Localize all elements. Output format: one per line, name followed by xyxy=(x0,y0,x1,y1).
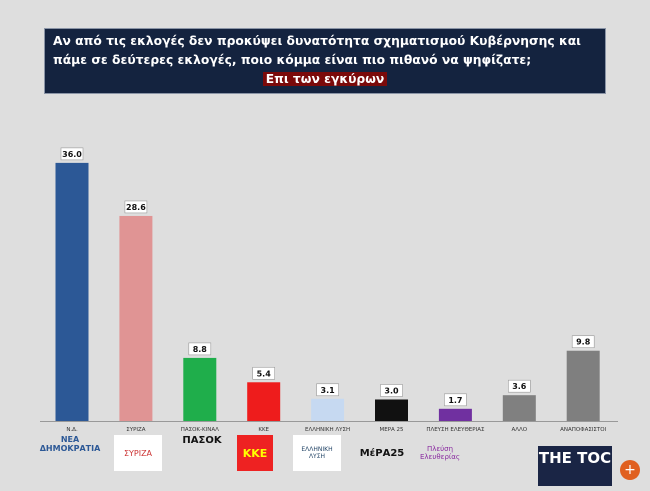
data-label-box xyxy=(252,366,275,380)
logo-pasok: ΠΑΣΟΚ xyxy=(172,435,232,446)
bar xyxy=(566,350,600,421)
data-label-box xyxy=(444,393,467,407)
logo-kke: ΚΚΕ xyxy=(237,435,273,471)
logo-nd: ΝΕΑ ΔΗΜΟΚΡΑΤΙΑ xyxy=(39,435,101,453)
data-label: 3.0 xyxy=(384,386,399,395)
data-label-box xyxy=(60,147,84,161)
data-label-box xyxy=(316,383,339,397)
chart-subtitle: Επι των εγκύρων xyxy=(262,72,388,86)
logo-mera25: ΜέΡΑ25 xyxy=(352,435,412,471)
bar xyxy=(247,382,281,421)
data-label: 5.4 xyxy=(257,369,272,378)
logo-pasok-text: ΠΑΣΟΚ xyxy=(182,435,222,446)
chart-title: Αν από τις εκλογές δεν προκύψει δυνατότη… xyxy=(53,34,581,67)
bar xyxy=(119,215,153,421)
bar xyxy=(311,398,345,421)
logo-plefsi-text: Πλεύση Ελευθερίας xyxy=(419,445,460,461)
data-label: 1.7 xyxy=(448,396,462,405)
logo-elliniki-lysi: ΕΛΛΗΝΙΚΗ ΛΥΣΗ xyxy=(293,435,341,471)
bar xyxy=(502,395,536,421)
category-label: ΕΛΛΗΝΙΚΗ ΛΥΣΗ xyxy=(305,427,350,433)
data-label: 3.1 xyxy=(321,386,336,395)
logo-mera25-text: ΜέΡΑ25 xyxy=(359,447,405,459)
logo-syriza: ΣΥΡΙΖΑ xyxy=(114,435,162,471)
category-label: ΜΕΡΑ 25 xyxy=(379,427,404,433)
data-label: 36.0 xyxy=(62,150,82,159)
bar xyxy=(438,408,472,421)
data-label: 9.8 xyxy=(576,338,591,347)
category-label: ΑΛΛΟ xyxy=(511,427,527,433)
data-label-box xyxy=(507,379,531,393)
bar xyxy=(375,399,408,421)
category-label: ΠΑΣΟΚ-ΚΙΝΑΛ xyxy=(181,427,219,433)
bar xyxy=(55,162,89,421)
logo-nd-text: ΝΕΑ ΔΗΜΟΚΡΑΤΙΑ xyxy=(39,435,101,453)
the-toc-logo-text: THE TOC xyxy=(538,449,612,467)
category-label: ΚΚΕ xyxy=(258,427,269,433)
data-label: 28.6 xyxy=(126,203,146,212)
logo-elliniki-lysi-text: ΕΛΛΗΝΙΚΗ ΛΥΣΗ xyxy=(301,446,333,460)
category-label: ΑΝΑΠΟΦΑΣΙΣΤΟΙ xyxy=(560,427,606,433)
data-label: 8.8 xyxy=(193,345,208,354)
category-label: ΣΥΡΙΖΑ xyxy=(126,427,146,433)
logo-syriza-text: ΣΥΡΙΖΑ xyxy=(123,448,153,458)
data-label-box xyxy=(571,335,595,349)
the-toc-logo: THE TOC xyxy=(538,446,612,486)
category-label: ΠΛΕΥΣΗ ΕΛΕΥΘΕΡΙΑΣ xyxy=(426,427,485,433)
data-label-box xyxy=(124,200,148,214)
category-label: Ν.Δ. xyxy=(66,427,78,433)
chart-subtitle-row: Επι των εγκύρων xyxy=(53,70,597,89)
data-label-box xyxy=(380,384,403,397)
bar xyxy=(183,357,217,421)
zoom-in-icon[interactable]: + xyxy=(620,460,640,480)
data-label: 3.6 xyxy=(512,382,527,391)
logo-plefsi: Πλεύση Ελευθερίας xyxy=(415,435,465,471)
logo-kke-text: ΚΚΕ xyxy=(242,446,268,460)
data-label-box xyxy=(188,342,212,356)
chart-title-box: Αν από τις εκλογές δεν προκύψει δυνατότη… xyxy=(44,28,606,94)
